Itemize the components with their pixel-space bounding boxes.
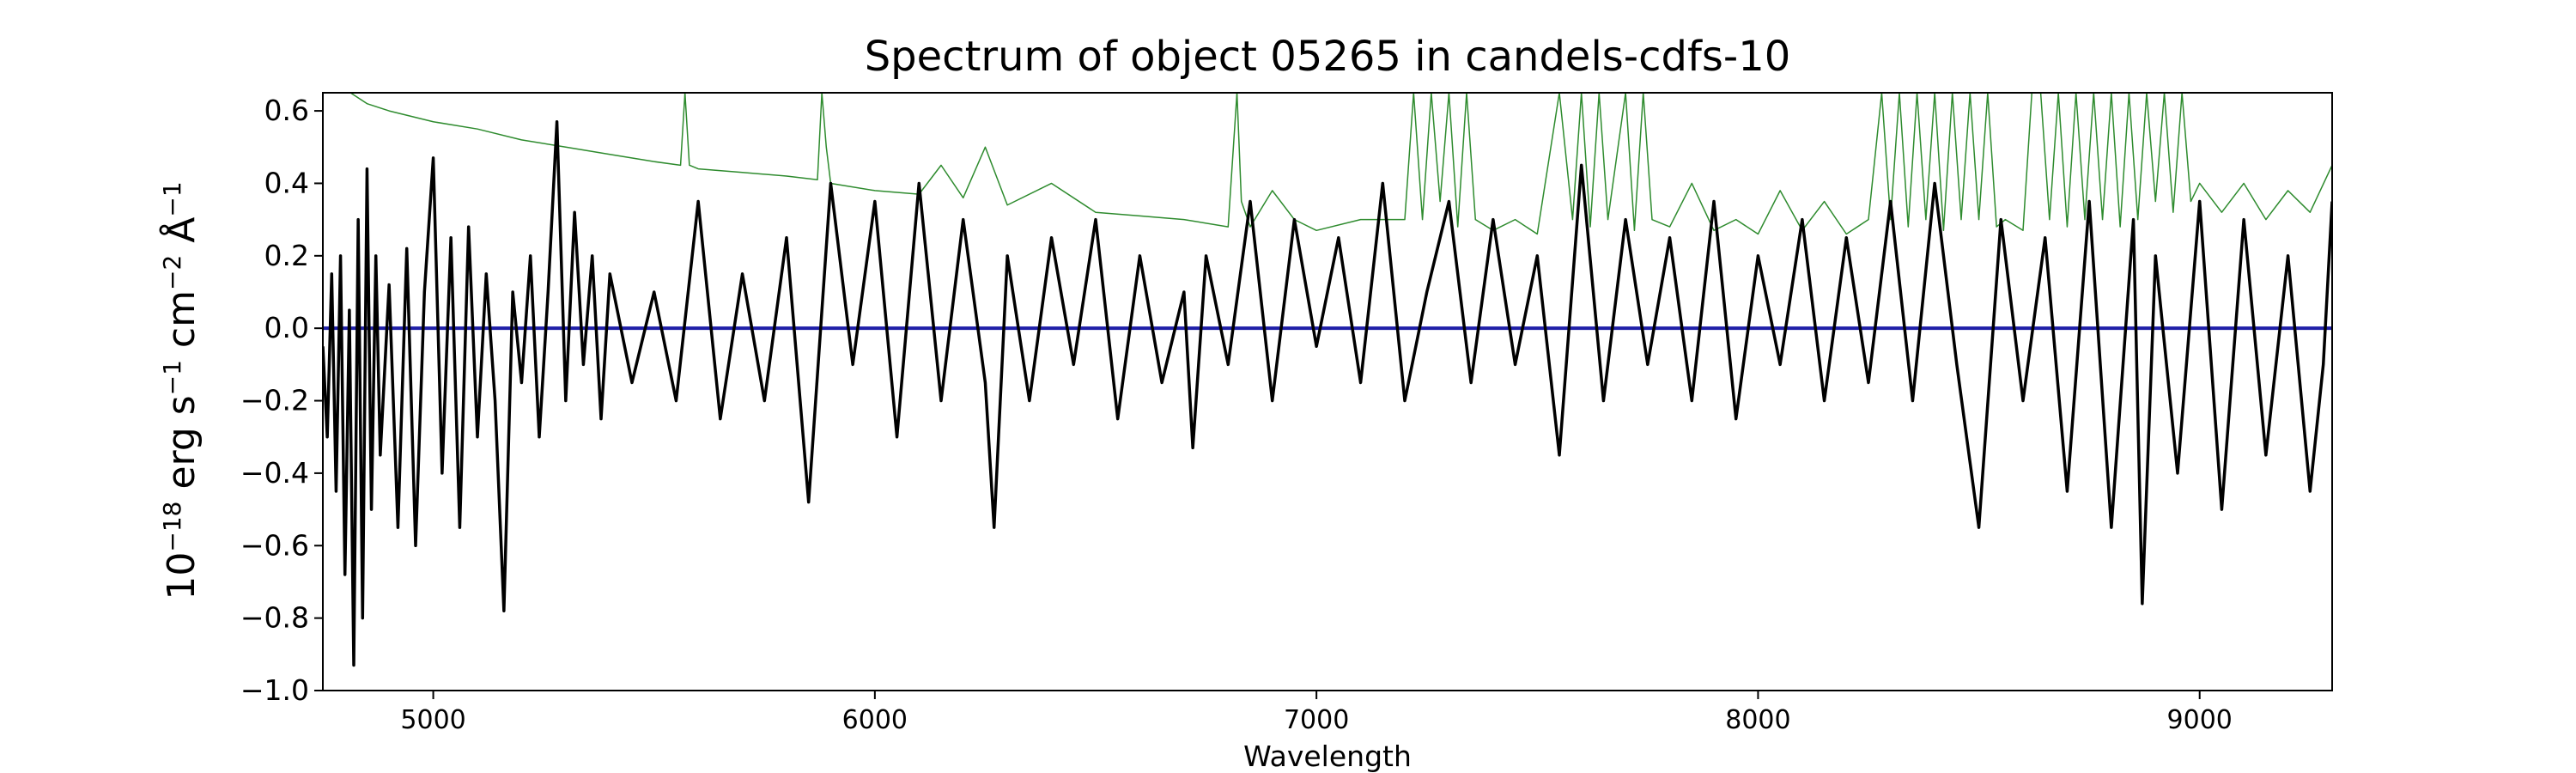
y-axis-label: 10−18 erg s−1 cm−2 Å−1 (158, 181, 204, 600)
y-axis: −1.0 −0.8 −0.6 −0.4 −0.2 0.0 0.2 0.4 0.6 (240, 94, 323, 707)
y-tick-label: −0.2 (240, 384, 309, 417)
x-tick-label: 6000 (842, 705, 908, 735)
y-label-base: 10 (160, 552, 204, 600)
y-label-unit1: erg s (160, 395, 204, 501)
flux-series-line (323, 119, 2332, 667)
y-tick-label: 0.6 (264, 94, 309, 127)
x-axis: 5000 6000 7000 8000 9000 (400, 691, 2233, 735)
y-label-exp4: −1 (158, 181, 186, 216)
chart-title: Spectrum of object 05265 in candels-cdfs… (865, 33, 1791, 81)
x-tick-label: 8000 (1725, 705, 1790, 735)
y-label-unit3: Å (158, 217, 204, 255)
x-tick-label: 7000 (1284, 705, 1349, 735)
y-tick-label: 0.2 (264, 239, 309, 272)
y-label-exp3: −2 (158, 255, 186, 290)
y-label-unit2: cm (160, 290, 204, 360)
y-tick-label: −0.6 (240, 528, 309, 562)
x-tick-label: 5000 (400, 705, 465, 735)
y-tick-label: 0.4 (264, 166, 309, 199)
y-label-exp2: −1 (158, 360, 186, 395)
x-axis-label: Wavelength (1243, 740, 1412, 773)
error-series-line (349, 93, 2332, 235)
y-tick-label: −1.0 (240, 673, 309, 707)
plot-frame (322, 92, 2333, 691)
y-tick-label: 0.0 (264, 311, 309, 344)
x-tick-label: 9000 (2167, 705, 2233, 735)
y-tick-label: −0.8 (240, 601, 309, 635)
y-label-exp1: −18 (158, 502, 186, 552)
y-tick-label: −0.4 (240, 456, 309, 490)
flux-series-layer (323, 119, 2332, 667)
error-series-layer (349, 93, 2332, 235)
